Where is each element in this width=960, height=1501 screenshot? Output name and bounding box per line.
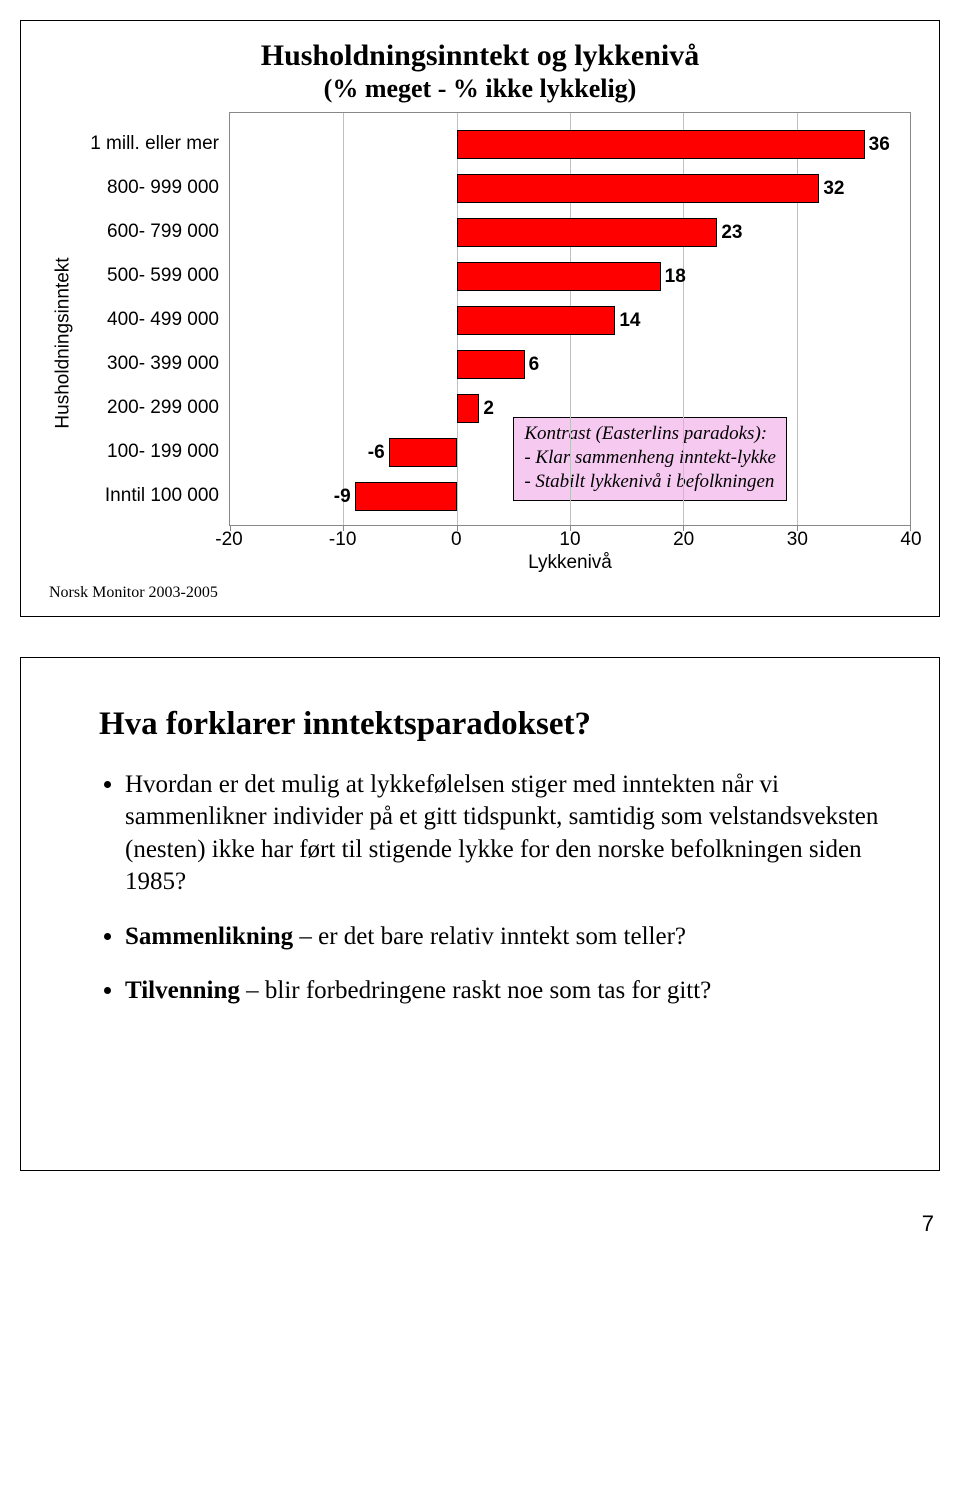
bar <box>457 350 525 379</box>
slide-text: Hva forklarer inntektsparadokset? Hvorda… <box>20 657 940 1171</box>
slide-chart: Husholdningsinntekt og lykkenivå (% mege… <box>20 20 940 617</box>
bullet-item: Sammenlikning – er det bare relativ innt… <box>125 921 881 954</box>
x-tick-label: 20 <box>673 529 694 551</box>
y-axis-label: Husholdningsinntekt <box>53 257 75 428</box>
bullet-item: Tilvenning – blir forbedringene raskt no… <box>125 975 881 1008</box>
x-axis-ticks: -20-10010203040 <box>229 526 911 550</box>
category-label: 500- 599 000 <box>79 254 229 298</box>
bar <box>457 394 480 423</box>
category-label: Inntil 100 000 <box>79 474 229 518</box>
title-block: Husholdningsinntekt og lykkenivå (% mege… <box>49 39 911 104</box>
callout-line: Kontrast (Easterlins paradoks): <box>524 422 776 446</box>
x-tick-label: -10 <box>329 529 356 551</box>
bar-value-label: 23 <box>721 222 742 244</box>
bar <box>355 482 457 511</box>
chart-area: Husholdningsinntekt 1 mill. eller mer800… <box>49 112 911 574</box>
x-axis-label: Lykkenivå <box>229 552 911 574</box>
bar-value-label: 2 <box>483 398 494 420</box>
x-tick-label: 40 <box>900 529 921 551</box>
bar-value-label: -9 <box>334 486 351 508</box>
plot-column: Kontrast (Easterlins paradoks): - Klar s… <box>229 112 911 574</box>
category-label: 100- 199 000 <box>79 430 229 474</box>
category-label: 200- 299 000 <box>79 386 229 430</box>
y-axis-label-col: Husholdningsinntekt <box>49 112 79 574</box>
x-tick-label: -20 <box>215 529 242 551</box>
bar-value-label: 14 <box>619 310 640 332</box>
slide2-title: Hva forklarer inntektsparadokset? <box>99 706 911 743</box>
bullet-list: Hvordan er det mulig at lykkefølelsen st… <box>99 769 881 1008</box>
callout-line: - Klar sammenheng inntekt-lykke <box>524 446 776 470</box>
bar-value-label: 32 <box>823 178 844 200</box>
x-tick-label: 10 <box>559 529 580 551</box>
bar-value-label: -6 <box>368 442 385 464</box>
plot-area: Kontrast (Easterlins paradoks): - Klar s… <box>229 112 911 526</box>
callout-box: Kontrast (Easterlins paradoks): - Klar s… <box>513 417 787 500</box>
page-number: 7 <box>20 1211 940 1237</box>
x-tick-label: 30 <box>787 529 808 551</box>
category-label: 600- 799 000 <box>79 210 229 254</box>
footer-note: Norsk Monitor 2003-2005 <box>49 584 911 602</box>
category-label: 800- 999 000 <box>79 166 229 210</box>
bullet-item: Hvordan er det mulig at lykkefølelsen st… <box>125 769 881 899</box>
bar <box>389 438 457 467</box>
category-labels: 1 mill. eller mer800- 999 000600- 799 00… <box>79 112 229 574</box>
bar <box>457 262 661 291</box>
gridline <box>343 113 344 525</box>
bar <box>457 174 820 203</box>
bar <box>457 218 718 247</box>
bar <box>457 130 865 159</box>
chart-subtitle: (% meget - % ikke lykkelig) <box>49 74 911 104</box>
bar <box>457 306 616 335</box>
category-label: 400- 499 000 <box>79 298 229 342</box>
bar-value-label: 36 <box>869 134 890 156</box>
chart-title: Husholdningsinntekt og lykkenivå <box>49 39 911 74</box>
category-label: 1 mill. eller mer <box>79 122 229 166</box>
x-tick-label: 0 <box>451 529 462 551</box>
bar-value-label: 6 <box>529 354 540 376</box>
category-label: 300- 399 000 <box>79 342 229 386</box>
bar-value-label: 18 <box>665 266 686 288</box>
callout-line: - Stabilt lykkenivå i befolkningen <box>524 470 776 494</box>
